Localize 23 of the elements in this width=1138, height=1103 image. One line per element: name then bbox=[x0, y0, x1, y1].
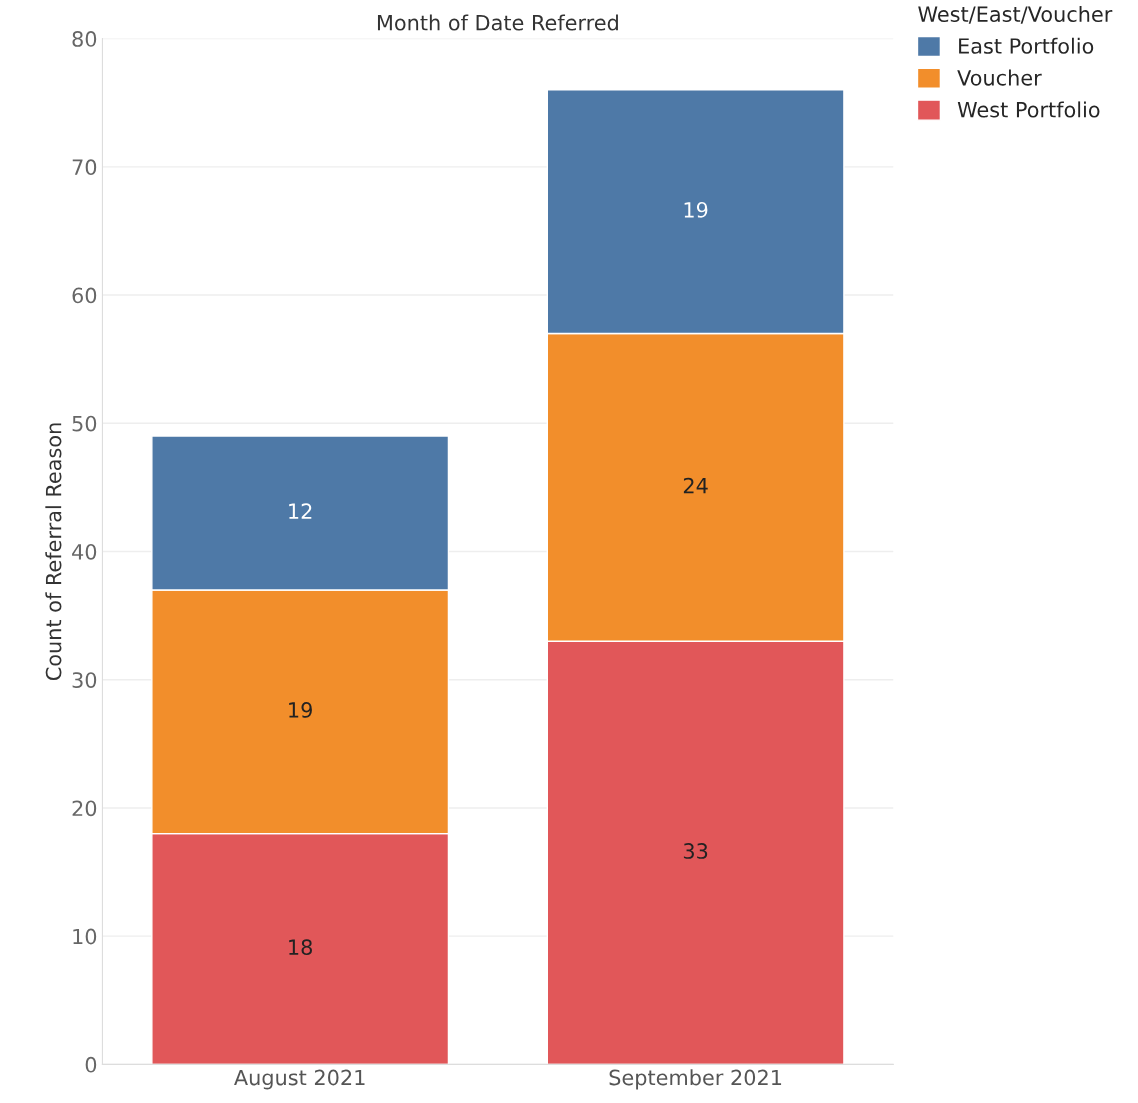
x-tick-label: September 2021 bbox=[609, 1069, 782, 1090]
data-label: 18 bbox=[289, 939, 312, 956]
y-tick-label: 30 bbox=[72, 672, 97, 688]
y-axis-title: Count of Referral Reason bbox=[45, 423, 62, 681]
y-tick-label: 0 bbox=[85, 1056, 97, 1073]
y-tick-label: 80 bbox=[72, 31, 97, 47]
y-tick-label: 10 bbox=[73, 928, 97, 945]
data-label: 12 bbox=[289, 503, 312, 519]
data-label: 19 bbox=[289, 702, 312, 718]
y-tick-label: 60 bbox=[72, 287, 97, 304]
y-tick-label: 20 bbox=[72, 800, 97, 817]
data-label: 33 bbox=[683, 843, 708, 859]
data-label: 24 bbox=[683, 477, 708, 494]
y-tick-label: 50 bbox=[72, 415, 97, 432]
y-tick-label: 40 bbox=[72, 543, 97, 560]
legend-label: West Portfolio bbox=[957, 101, 1100, 118]
legend-label: Voucher bbox=[957, 69, 1042, 86]
x-tick-label: August 2021 bbox=[234, 1069, 365, 1090]
data-label: 19 bbox=[684, 201, 708, 218]
legend-title: West/East/Voucher bbox=[918, 5, 1113, 24]
y-tick-label: 70 bbox=[72, 159, 97, 176]
chart-title: Month of Date Referred bbox=[377, 14, 618, 31]
legend-label: East Portfolio bbox=[959, 37, 1094, 54]
